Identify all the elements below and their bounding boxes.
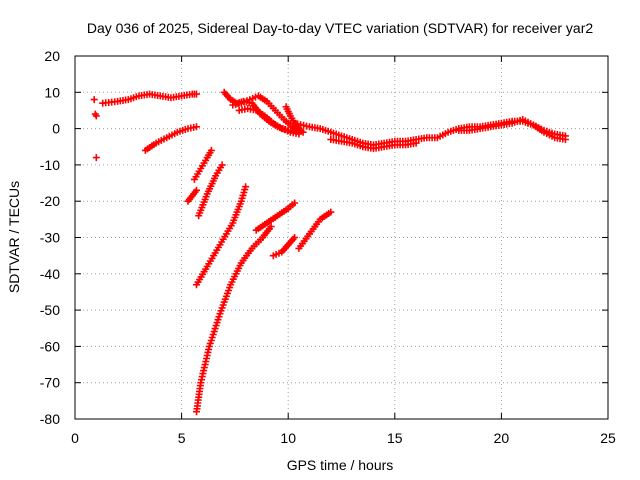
data-point-markers — [141, 123, 200, 154]
data-point-markers — [327, 136, 420, 153]
series-s2 — [92, 154, 100, 162]
series-s1 — [90, 96, 100, 120]
data-points — [90, 88, 569, 416]
y-tick-label: 10 — [44, 84, 60, 100]
data-point-markers — [229, 92, 303, 134]
data-point-markers — [235, 105, 303, 138]
series-s9 — [193, 223, 275, 416]
y-tick-label: 20 — [44, 48, 60, 64]
y-tick-label: -10 — [40, 157, 60, 173]
y-tick-label: -50 — [40, 302, 60, 318]
series-s8 — [193, 183, 250, 289]
data-point-markers — [99, 90, 200, 107]
axis-ticks: 0 5 10 15 20 25 -80 -70 -60 -50 -40 -30 -20 -10 0 10 20 — [40, 48, 616, 446]
y-tick-label: -80 — [40, 411, 60, 427]
x-tick-label: 5 — [178, 430, 186, 446]
data-point-markers — [455, 116, 569, 143]
series-s14 — [229, 92, 303, 134]
chart-title: Day 036 of 2025, Sidereal Day-to-day VTE… — [87, 20, 593, 36]
series-s10 — [269, 234, 299, 260]
grid-lines — [75, 56, 608, 419]
series-s3 — [99, 90, 200, 107]
y-tick-label: 0 — [52, 121, 60, 137]
x-tick-label: 0 — [71, 430, 79, 446]
series-s6 — [190, 146, 215, 183]
x-tick-label: 25 — [600, 430, 616, 446]
y-tick-label: -60 — [40, 338, 60, 354]
x-tick-label: 15 — [387, 430, 403, 446]
y-axis-label: SDTVAR / TECUs — [6, 181, 22, 293]
data-point-markers — [252, 199, 299, 234]
x-tick-label: 20 — [494, 430, 510, 446]
series-s5 — [184, 186, 200, 205]
series-s15 — [235, 105, 303, 138]
series-s12 — [295, 208, 335, 252]
series-s4 — [141, 123, 200, 154]
data-point-markers — [92, 154, 100, 162]
x-tick-label: 10 — [280, 430, 296, 446]
data-point-markers — [295, 208, 335, 252]
x-axis-label: GPS time / hours — [287, 457, 394, 473]
data-point-markers — [90, 96, 100, 120]
data-point-markers — [195, 161, 226, 220]
series-s7 — [195, 161, 226, 220]
data-point-markers — [190, 146, 215, 183]
data-point-markers — [193, 223, 275, 416]
data-point-markers — [269, 234, 299, 260]
series-s11 — [252, 199, 299, 234]
y-tick-label: -70 — [40, 375, 60, 391]
series-s19 — [455, 116, 569, 143]
data-point-markers — [193, 183, 250, 289]
data-point-markers — [184, 186, 200, 205]
series-s18 — [327, 136, 420, 153]
y-tick-label: -30 — [40, 230, 60, 246]
y-tick-label: -40 — [40, 266, 60, 282]
y-tick-label: -20 — [40, 193, 60, 209]
